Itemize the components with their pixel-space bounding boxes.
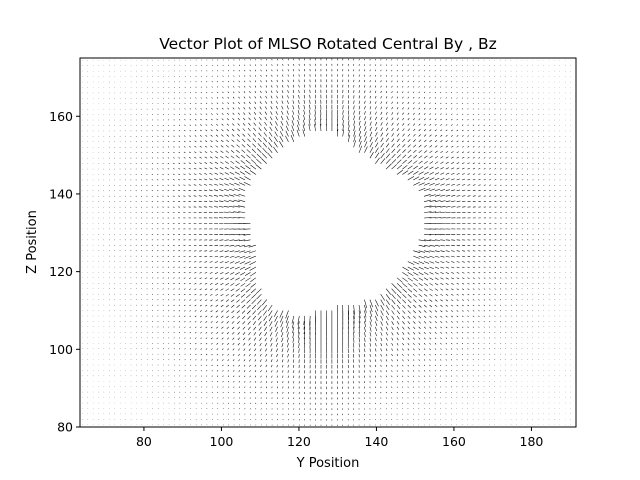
y-tick-label: 140 [49,186,73,201]
x-tick-label: 160 [442,434,466,449]
y-tick-label: 120 [49,264,73,279]
x-axis-label: Y Position [296,456,360,471]
x-tick-label: 140 [365,434,389,449]
y-axis-ticks: 80 100 120 140 160 [49,109,80,435]
y-tick-label: 160 [49,109,73,124]
y-axis-label: Z Position [25,210,40,274]
x-tick-label: 120 [287,434,311,449]
x-axis-ticks: 80 100 120 140 160 180 [136,427,543,449]
chart-title: Vector Plot of MLSO Rotated Central By ,… [159,35,497,53]
x-tick-label: 100 [210,434,234,449]
vector-arrows [81,58,572,426]
vector-field [81,58,572,426]
y-tick-label: 100 [49,342,73,357]
axes-frame [79,57,577,428]
x-tick-label: 80 [136,434,152,449]
y-tick-label: 80 [57,420,73,435]
x-tick-label: 180 [520,434,544,449]
